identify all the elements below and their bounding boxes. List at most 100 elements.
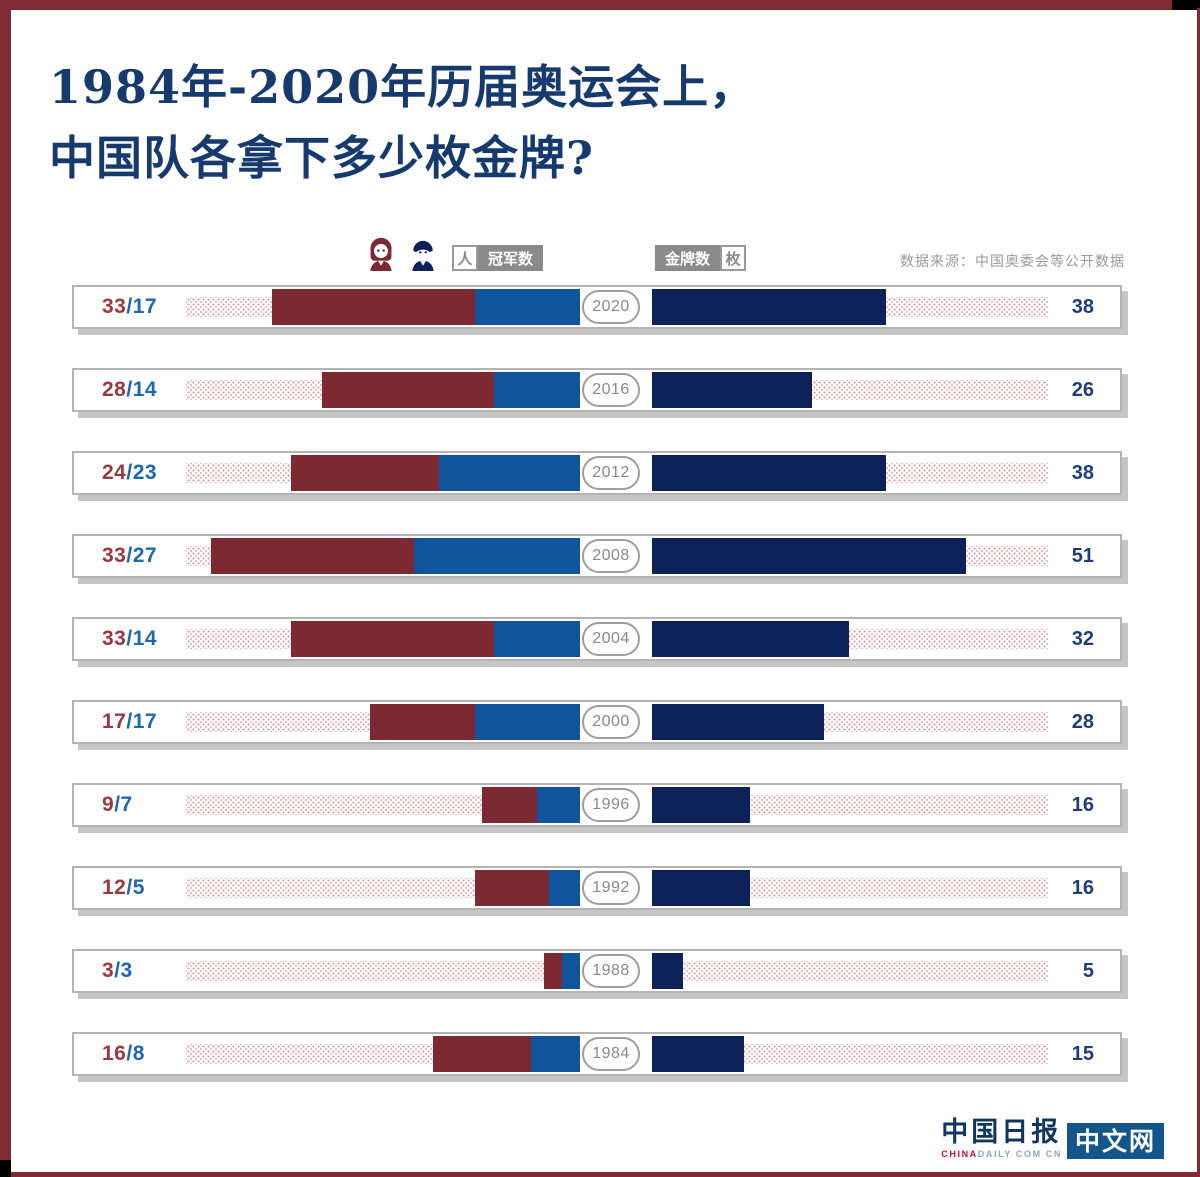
gold-medals-count: 51 — [1071, 544, 1094, 567]
gold-medals-bar — [652, 538, 966, 574]
chinadaily-logo[interactable]: 中国日报 CHINADAILY COM CN 中文网 — [941, 1119, 1164, 1159]
year-badge: 1996 — [582, 788, 640, 822]
dotted-track-left — [186, 961, 580, 981]
female-champions-bar — [291, 621, 494, 657]
male-champions-count: 3 — [120, 959, 133, 982]
champion-bars — [211, 538, 580, 574]
chart-row-1988: 3/3 1988 5 — [72, 949, 1122, 993]
champions-count-label: 33/14 — [102, 619, 157, 659]
gold-medals-bar — [652, 953, 683, 989]
male-champions-count: 23 — [132, 461, 158, 484]
gold-medals-bar — [652, 1036, 744, 1072]
chart-row-2012: 24/23 2012 38 — [72, 451, 1122, 495]
chinadaily-logo-cn: 中国日报 — [941, 1117, 1062, 1148]
champions-count-label: 33/27 — [102, 536, 157, 576]
champion-bars — [322, 372, 580, 408]
male-champions-bar — [531, 1036, 580, 1072]
count-separator: / — [126, 378, 133, 401]
male-champions-count: 17 — [132, 295, 158, 318]
chinadaily-logo-en-prefix: CHINA — [941, 1149, 978, 1159]
female-champions-count: 17 — [102, 710, 127, 733]
gold-medals-count: 16 — [1071, 793, 1094, 816]
gold-medals-count: 38 — [1071, 461, 1094, 484]
female-champions-bar — [482, 787, 537, 823]
count-separator: / — [126, 544, 133, 567]
gold-medals-bar — [652, 704, 824, 740]
female-champions-bar — [370, 704, 475, 740]
page-title-line1: 1984年-2020年历届奥运会上， — [49, 60, 757, 114]
champions-count-label: 28/14 — [102, 370, 157, 410]
female-champions-count: 12 — [102, 876, 127, 899]
male-champions-count: 14 — [132, 378, 158, 401]
year-badge: 2012 — [582, 456, 640, 490]
female-champions-count: 33 — [102, 544, 127, 567]
female-champions-count: 9 — [102, 793, 115, 816]
female-champions-bar — [211, 538, 414, 574]
champion-bars — [475, 870, 580, 906]
champions-count-label: 33/17 — [102, 287, 157, 327]
dotted-track-right — [652, 795, 1048, 815]
page-title-line2: 中国队各拿下多少枚金牌? — [49, 131, 594, 186]
champion-bars — [482, 787, 580, 823]
chinadaily-logo-site-badge: 中文网 — [1066, 1123, 1164, 1159]
frame-border-left — [0, 0, 11, 1160]
year-badge: 2000 — [582, 705, 640, 739]
female-champions-count: 33 — [102, 627, 127, 650]
year-badge: 1992 — [582, 871, 640, 905]
gold-medals-count: 32 — [1071, 627, 1094, 650]
frame-corner-black-bottom-left — [0, 1160, 11, 1177]
gold-medals-bar — [652, 621, 849, 657]
male-champions-count: 8 — [132, 1042, 145, 1065]
chart-row-1996: 9/7 1996 16 — [72, 783, 1122, 827]
count-separator: / — [126, 710, 133, 733]
year-badge: 2004 — [582, 622, 640, 656]
count-separator: / — [126, 1042, 133, 1065]
legend-champions: 人 冠军数 — [452, 245, 544, 271]
gold-medals-count: 38 — [1071, 295, 1094, 318]
female-champions-count: 3 — [102, 959, 115, 982]
chart-row-1992: 12/5 1992 16 — [72, 866, 1122, 910]
year-badge: 1984 — [582, 1037, 640, 1071]
male-champions-count: 5 — [132, 876, 145, 899]
male-champions-bar — [494, 621, 580, 657]
male-athlete-icon — [408, 237, 438, 276]
female-athlete-icon — [366, 237, 396, 276]
female-champions-count: 33 — [102, 295, 127, 318]
legend-champion-label: 冠军数 — [478, 245, 544, 271]
count-separator: / — [114, 793, 121, 816]
year-badge: 1988 — [582, 954, 640, 988]
champion-bars — [544, 953, 580, 989]
champion-bars — [291, 621, 580, 657]
champion-bars — [370, 704, 580, 740]
male-champions-count: 17 — [132, 710, 158, 733]
chart-row-2020: 33/17 2020 38 — [72, 285, 1122, 329]
chart-rows: 33/17 2020 38 28/14 2016 26 24/23 — [72, 285, 1122, 1115]
gold-medals-bar — [652, 455, 886, 491]
champion-bars — [272, 289, 580, 325]
chart-row-2008: 33/27 2008 51 — [72, 534, 1122, 578]
count-separator: / — [126, 461, 133, 484]
chinadaily-logo-en: CHINADAILY COM CN — [941, 1149, 1062, 1159]
female-champions-bar — [544, 953, 562, 989]
gold-medals-count: 16 — [1071, 876, 1094, 899]
dotted-track-left — [186, 795, 580, 815]
female-champions-bar — [322, 372, 494, 408]
male-champions-count: 14 — [132, 627, 158, 650]
female-champions-count: 28 — [102, 378, 127, 401]
dotted-track-right — [652, 878, 1048, 898]
gold-medals-bar — [652, 289, 886, 325]
gold-medals-count: 26 — [1071, 378, 1094, 401]
legend-gold-medals: 金牌数 枚 — [655, 245, 747, 271]
male-champions-count: 27 — [132, 544, 158, 567]
male-champions-count: 7 — [120, 793, 133, 816]
champion-bars — [433, 1036, 580, 1072]
female-champions-count: 24 — [102, 461, 127, 484]
gold-medals-count: 5 — [1082, 959, 1094, 982]
female-champions-bar — [291, 455, 439, 491]
year-badge: 2020 — [582, 290, 640, 324]
data-source-note: 数据来源：中国奥委会等公开数据 — [900, 253, 1125, 269]
year-badge: 2016 — [582, 373, 640, 407]
count-separator: / — [114, 959, 121, 982]
legend-icons — [366, 237, 438, 276]
dotted-track-right — [652, 1044, 1048, 1064]
